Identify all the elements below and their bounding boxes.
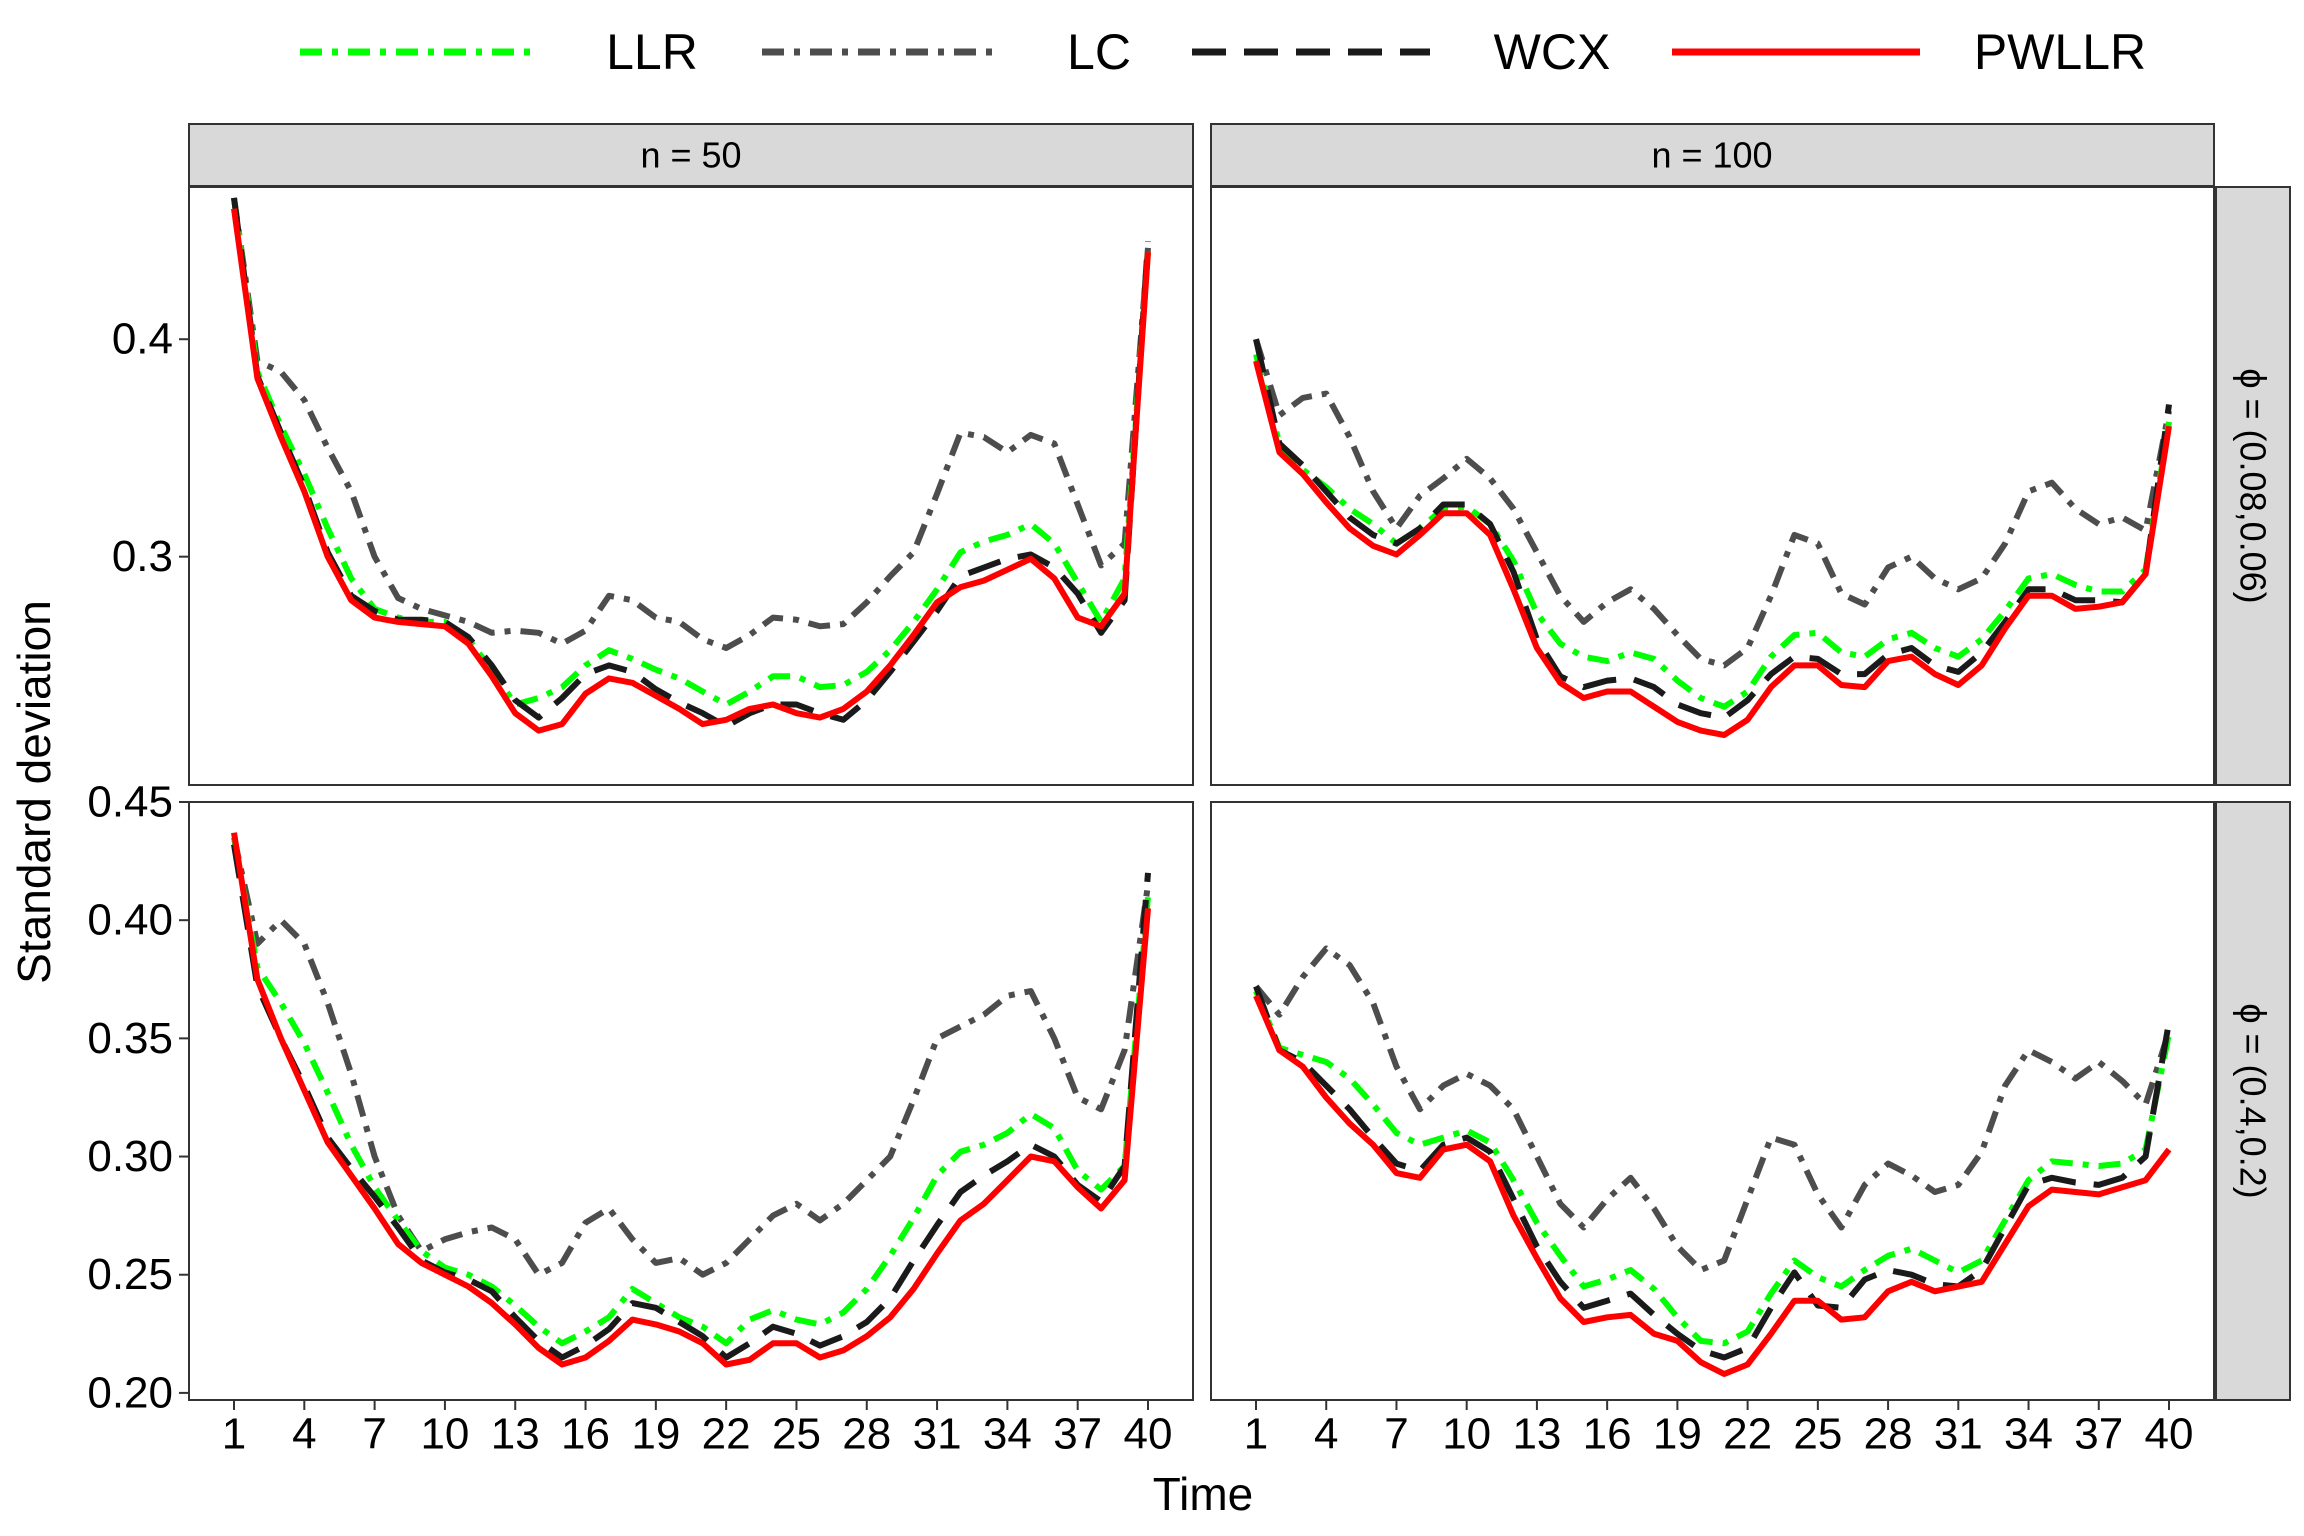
x-tick-label: 31 [913,1410,962,1459]
legend-label-llr: LLR [606,24,698,80]
series-line-llr [1253,989,2172,1347]
x-axis-left: 1 4 7 10 13 16 19 22 25 28 31 34 37 40 [222,1400,1173,1459]
y-tick-label: 0.35 [87,1014,173,1063]
x-axis-title: Time [1153,1468,1254,1520]
column-strips: n = 50 n = 100 [188,123,2215,187]
x-tick-label: 28 [842,1410,891,1459]
series-line-llr [231,836,1151,1347]
x-tick-label: 10 [420,1410,469,1459]
x-axis-right: 1 4 7 10 13 16 19 22 25 28 31 34 37 40 [1244,1400,2194,1459]
x-tick-label: 13 [1512,1410,1561,1459]
series-line-wcx [1253,985,2172,1361]
strip-row-2-label: ϕ = (0.4,0.2) [2233,1003,2274,1198]
strip-col-n50-label: n = 50 [640,135,741,176]
legend-label-pwllr: PWLLR [1974,24,2146,80]
x-tick-label: 34 [983,1410,1032,1459]
panel-frame [1210,186,2215,786]
x-tick-label: 40 [1124,1410,1173,1459]
strip-row-1-label: ϕ = (0.08,0.06) [2233,368,2274,603]
series-line-pwllr [231,832,1151,1368]
row-strips: ϕ = (0.08,0.06) ϕ = (0.4,0.2) [2215,186,2291,1401]
y-tick-label: 0.3 [112,532,173,581]
strip-col-n100 [1210,123,2215,187]
x-tick-label: 37 [1053,1410,1102,1459]
x-tick-label: 16 [1583,1410,1632,1459]
y-tick-label: 0.40 [87,896,173,945]
y-axis-bottom: 0.20 0.25 0.30 0.35 0.40 0.45 [87,778,189,1417]
y-axis-top: 0.3 0.4 [112,315,189,581]
legend-label-lc: LC [1067,24,1131,80]
legend-label-wcx: WCX [1494,24,1611,80]
x-tick-label: 25 [772,1410,821,1459]
x-tick-label: 7 [362,1410,386,1459]
series-line-wcx [1253,338,2172,721]
x-tick-label: 34 [2004,1410,2053,1459]
x-tick-label: 22 [1723,1410,1772,1459]
panel-frame [188,186,1194,786]
series-line-lc [231,836,1151,1278]
x-tick-label: 28 [1864,1410,1913,1459]
series-line-llr [231,197,1151,708]
x-tick-label: 4 [292,1410,316,1459]
legend: LLR LC WCX PWLLR [300,24,2146,80]
series-line-lc [231,197,1151,651]
y-tick-label: 0.4 [112,315,173,364]
strip-col-n100-label: n = 100 [1651,135,1772,176]
x-tick-label: 16 [561,1410,610,1459]
strip-row-2 [2215,801,2291,1401]
panel-frame [1210,801,2215,1401]
series-line-pwllr [1253,994,2172,1377]
series-line-lc [1253,338,2172,669]
x-tick-label: 19 [1653,1410,1702,1459]
series-line-wcx [231,197,1151,730]
panel-bottom-left [188,801,1194,1401]
x-tick-label: 40 [2145,1410,2194,1459]
x-tick-label: 22 [702,1410,751,1459]
x-tick-label: 19 [631,1410,680,1459]
x-tick-label: 31 [1934,1410,1983,1459]
x-tick-label: 7 [1384,1410,1408,1459]
x-tick-label: 25 [1793,1410,1842,1459]
x-tick-label: 1 [222,1410,246,1459]
series-line-pwllr [231,208,1151,734]
y-axis-title: Standard deviation [8,600,60,984]
x-tick-label: 37 [2074,1410,2123,1459]
y-tick-label: 0.20 [87,1368,173,1417]
x-tick-label: 1 [1244,1410,1268,1459]
panel-frame [188,801,1194,1401]
y-tick-label: 0.30 [87,1132,173,1181]
panel-bottom-right [1210,801,2215,1401]
y-tick-label: 0.45 [87,778,173,827]
x-tick-label: 13 [491,1410,540,1459]
x-tick-label: 4 [1314,1410,1338,1459]
x-tick-label: 10 [1442,1410,1491,1459]
series-line-pwllr [1253,360,2172,738]
series-line-wcx [231,844,1151,1361]
panel-top-left [188,186,1194,786]
panel-top-right [1210,186,2215,786]
y-tick-label: 0.25 [87,1250,173,1299]
strip-row-1 [2215,186,2291,786]
